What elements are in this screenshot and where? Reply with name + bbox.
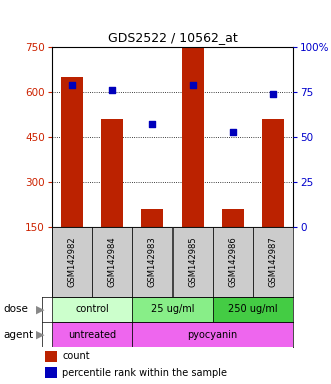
Bar — [132, 322, 293, 347]
Text: 25 ug/ml: 25 ug/ml — [151, 305, 194, 314]
Text: ▶: ▶ — [36, 329, 45, 339]
Text: control: control — [75, 305, 109, 314]
Text: GSM142982: GSM142982 — [68, 237, 76, 287]
Bar — [44, 351, 57, 362]
Bar — [213, 297, 293, 322]
Text: GSM142985: GSM142985 — [188, 237, 197, 287]
Bar — [132, 297, 213, 322]
Text: ▶: ▶ — [36, 305, 45, 314]
Bar — [92, 227, 132, 297]
Bar — [52, 322, 132, 347]
Bar — [101, 119, 123, 227]
Bar — [213, 227, 253, 297]
Text: count: count — [62, 351, 90, 361]
Point — [190, 82, 195, 88]
Bar — [262, 119, 284, 227]
Text: dose: dose — [3, 305, 28, 314]
Bar — [181, 45, 204, 227]
Text: GSM142984: GSM142984 — [108, 237, 117, 287]
Point — [70, 82, 75, 88]
Bar — [61, 77, 83, 227]
Bar — [172, 227, 213, 297]
Text: percentile rank within the sample: percentile rank within the sample — [62, 367, 227, 377]
Bar — [253, 227, 293, 297]
Point — [230, 129, 235, 135]
Bar — [141, 209, 164, 227]
Bar — [132, 227, 172, 297]
Text: untreated: untreated — [68, 329, 116, 339]
Text: 250 ug/ml: 250 ug/ml — [228, 305, 278, 314]
Bar — [52, 297, 132, 322]
Point — [110, 87, 115, 93]
Text: GSM142986: GSM142986 — [228, 237, 237, 287]
Bar — [44, 367, 57, 378]
Bar — [52, 227, 92, 297]
Text: pyocyanin: pyocyanin — [188, 329, 238, 339]
Text: GSM142983: GSM142983 — [148, 237, 157, 287]
Text: GSM142987: GSM142987 — [268, 237, 277, 287]
Text: agent: agent — [3, 329, 33, 339]
Point — [150, 121, 155, 127]
Bar — [222, 209, 244, 227]
Title: GDS2522 / 10562_at: GDS2522 / 10562_at — [108, 31, 237, 45]
Point — [270, 91, 276, 97]
